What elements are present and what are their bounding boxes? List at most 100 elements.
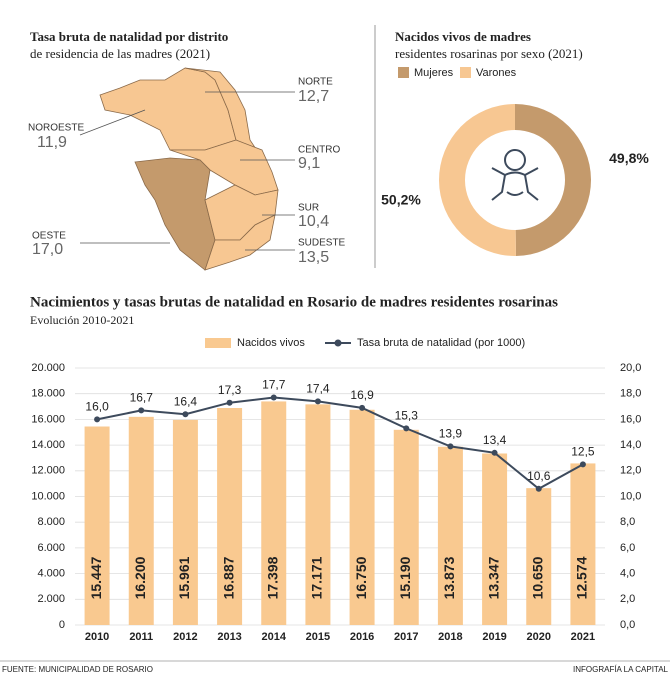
line-label: 15,3 [395, 409, 419, 423]
bar-label: 16.200 [132, 556, 148, 599]
y2-tick-label: 14,0 [620, 439, 641, 451]
bar-label: 17.171 [309, 556, 325, 599]
line-marker [270, 394, 277, 401]
y2-tick-label: 10,0 [620, 490, 641, 502]
x-tick-label: 2018 [438, 631, 462, 643]
bar-label: 16.887 [220, 556, 236, 599]
line-label: 16,7 [130, 391, 154, 405]
y2-tick-label: 20,0 [620, 362, 641, 374]
line-label: 16,9 [350, 388, 374, 402]
district-name: OESTE [32, 231, 66, 242]
pie-title: residentes rosarinas por sexo (2021) [395, 46, 583, 61]
y-tick-label: 6.000 [37, 542, 65, 554]
line-label: 17,4 [306, 382, 330, 396]
line-label: 13,4 [483, 433, 507, 447]
legend-swatch [398, 67, 409, 78]
district-value: 9,1 [298, 155, 320, 172]
y-tick-label: 12.000 [31, 465, 65, 477]
pie-title: Nacidos vivos de madres [395, 29, 531, 44]
district-value: 13,5 [298, 249, 329, 266]
district-name: NORTE [298, 77, 333, 88]
legend-label: Varones [476, 67, 517, 79]
baby-icon [491, 149, 539, 201]
x-tick-label: 2015 [306, 631, 330, 643]
y2-tick-label: 12,0 [620, 465, 641, 477]
bar-label: 13.347 [485, 556, 501, 599]
bar-label: 13.873 [441, 556, 457, 599]
line-marker [138, 407, 145, 414]
bar [84, 426, 110, 625]
pie-chart: 49,8% 50,2% Mujeres Varones [381, 67, 649, 256]
x-tick-label: 2021 [571, 631, 595, 643]
line-label: 17,3 [218, 383, 242, 397]
y-tick-label: 16.000 [31, 413, 65, 425]
line-label: 12,5 [571, 445, 595, 459]
legend-swatch [205, 338, 231, 348]
bar-label: 17.398 [264, 556, 280, 599]
y-tick-label: 0 [59, 619, 65, 631]
line-marker [579, 461, 586, 468]
pie-slice [439, 104, 516, 256]
leader-lines [79, 91, 295, 251]
y-tick-label: 14.000 [31, 439, 65, 451]
district-name: SUR [298, 203, 319, 214]
district-value: 12,7 [298, 88, 329, 105]
legend-swatch [460, 67, 471, 78]
source: FUENTE: MUNICIPALIDAD DE ROSARIO [2, 665, 153, 674]
bar [305, 404, 331, 625]
line-label: 17,7 [262, 378, 286, 392]
bar-label: 15.961 [176, 556, 192, 599]
chart-title: Nacimientos y tasas brutas de natalidad … [30, 294, 558, 310]
legend-marker [334, 339, 342, 347]
x-tick-label: 2013 [217, 631, 241, 643]
bar [437, 446, 463, 625]
x-tick-label: 2014 [262, 631, 287, 643]
map-title: de residencia de las madres (2021) [30, 46, 210, 61]
line-label: 13,9 [439, 427, 463, 441]
district-value: 10,4 [298, 213, 329, 230]
legend-label: Tasa bruta de natalidad (por 1000) [357, 337, 525, 349]
y2-tick-label: 8,0 [620, 516, 635, 528]
legend-label: Nacidos vivos [237, 337, 305, 349]
x-tick-label: 2011 [129, 631, 153, 643]
y-tick-label: 18.000 [31, 388, 65, 400]
bar-label: 10.650 [529, 556, 545, 599]
bar-label: 16.750 [353, 556, 369, 599]
credit: INFOGRAFÍA LA CAPITAL [573, 665, 669, 674]
y-tick-label: 8.000 [37, 516, 65, 528]
slice-label: 49,8% [609, 150, 649, 166]
district-oeste [134, 157, 216, 271]
line [96, 396, 584, 490]
chart-subtitle: Evolución 2010-2021 [30, 313, 134, 327]
y-tick-label: 2.000 [37, 593, 65, 605]
bar [172, 419, 198, 625]
x-tick-label: 2020 [527, 631, 551, 643]
x-tick-label: 2019 [482, 631, 506, 643]
bar [393, 429, 419, 625]
bar-label: 12.574 [574, 556, 590, 599]
y-tick-label: 20.000 [31, 362, 65, 374]
line-marker [182, 411, 189, 418]
x-tick-label: 2016 [350, 631, 374, 643]
line-label: 16,4 [174, 394, 198, 408]
x-tick-label: 2010 [85, 631, 109, 643]
y2-tick-label: 4,0 [620, 568, 635, 580]
line-marker [226, 399, 233, 406]
line-label: 16,0 [85, 400, 109, 414]
y2-tick-label: 16,0 [620, 413, 641, 425]
bar-label: 15.190 [397, 556, 413, 599]
district-value: 11,9 [37, 134, 67, 151]
line-marker [491, 449, 498, 456]
bar [482, 453, 508, 625]
combo-chart: 0 2.000 4.000 6.000 8.000 10.000 12.000 14.000 1… [31, 337, 641, 643]
line-marker [94, 416, 101, 423]
bar [570, 463, 596, 625]
bar [261, 401, 287, 625]
bar [128, 416, 154, 625]
y-tick-label: 4.000 [37, 568, 65, 580]
district-name: CENTRO [298, 145, 340, 156]
line-marker [535, 485, 542, 492]
bar [349, 409, 375, 625]
district-value: 17,0 [32, 241, 63, 258]
